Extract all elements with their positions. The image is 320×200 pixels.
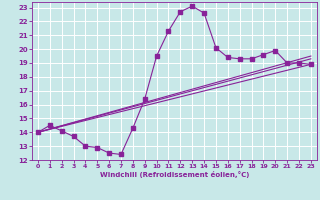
X-axis label: Windchill (Refroidissement éolien,°C): Windchill (Refroidissement éolien,°C) [100, 171, 249, 178]
